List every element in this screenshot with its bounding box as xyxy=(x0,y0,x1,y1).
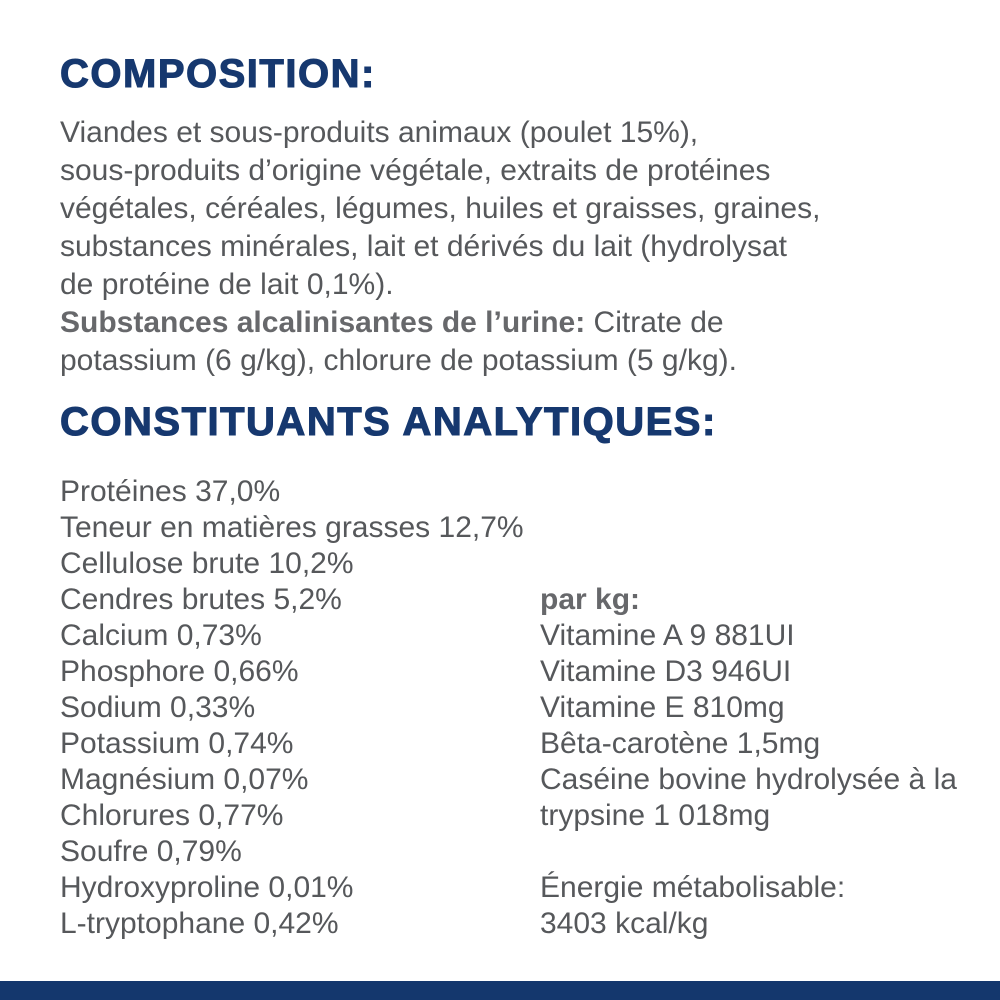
urine-alkalising-substances-value: Citrate de xyxy=(593,306,724,339)
analytical-left-column: Protéines 37,0% Teneur en matières grass… xyxy=(60,474,540,942)
analytical-item: Soufre 0,79% xyxy=(60,835,242,868)
analytical-item: Potassium 0,74% xyxy=(60,727,294,760)
analytical-item: Cendres brutes 5,2% xyxy=(60,583,342,616)
analytical-item: Magnésium 0,07% xyxy=(60,763,309,796)
analytical-constituents: Protéines 37,0% Teneur en matières grass… xyxy=(60,474,960,942)
per-kg-item: Vitamine A 9 881UI xyxy=(540,619,795,652)
per-kg-label: par kg: xyxy=(540,583,641,616)
metabolisable-energy-label: Énergie métabolisable: xyxy=(540,871,846,904)
analytical-item: Teneur en matières grasses 12,7% xyxy=(60,511,524,544)
analytical-item: Hydroxyproline 0,01% xyxy=(60,871,354,904)
analytical-item: Protéines 37,0% xyxy=(60,475,281,508)
urine-alkalising-substances-line: Substances alcalinisantes de l’urine: Ci… xyxy=(60,304,960,342)
analytical-constituents-title: CONSTITUANTS ANALYTIQUES: xyxy=(59,399,717,444)
composition-paragraph: Viandes et sous-produits animaux (poulet… xyxy=(60,114,960,380)
per-kg-item: Caséine bovine hydrolysée à la trypsine … xyxy=(540,763,957,832)
per-kg-item: Bêta-carotène 1,5mg xyxy=(540,727,821,760)
urine-alkalising-substances-label: Substances alcalinisantes de l’urine: xyxy=(60,306,586,339)
composition-line: sous-produits d’origine végétale, extrai… xyxy=(60,154,771,187)
composition-line: substances minérales, lait et dérivés du… xyxy=(60,230,788,263)
footer-accent-bar xyxy=(0,981,1000,1000)
label-content: COMPOSITION: Viandes et sous-produits an… xyxy=(59,51,960,942)
composition-line: Viandes et sous-produits animaux (poulet… xyxy=(60,116,699,149)
per-kg-column: par kg: Vitamine A 9 881UI Vitamine D3 9… xyxy=(540,474,980,942)
analytical-item: Chlorures 0,77% xyxy=(60,799,284,832)
composition-title: COMPOSITION: xyxy=(59,51,376,96)
composition-line: de protéine de lait 0,1%). xyxy=(60,268,394,301)
analytical-item: Sodium 0,33% xyxy=(60,691,256,724)
analytical-item: Phosphore 0,66% xyxy=(60,655,299,688)
analytical-item: L-tryptophane 0,42% xyxy=(60,907,339,940)
metabolisable-energy-value: 3403 kcal/kg xyxy=(540,907,709,940)
urine-alkalising-substances-line: potassium (6 g/kg), chlorure de potassiu… xyxy=(60,344,737,377)
analytical-item: Cellulose brute 10,2% xyxy=(60,547,354,580)
analytical-item: Calcium 0,73% xyxy=(60,619,262,652)
per-kg-item: Vitamine D3 946UI xyxy=(540,655,792,688)
composition-line: végétales, céréales, légumes, huiles et … xyxy=(60,192,821,225)
metabolisable-energy: Énergie métabolisable: 3403 kcal/kg xyxy=(540,870,980,942)
per-kg-item: Vitamine E 810mg xyxy=(540,691,785,724)
